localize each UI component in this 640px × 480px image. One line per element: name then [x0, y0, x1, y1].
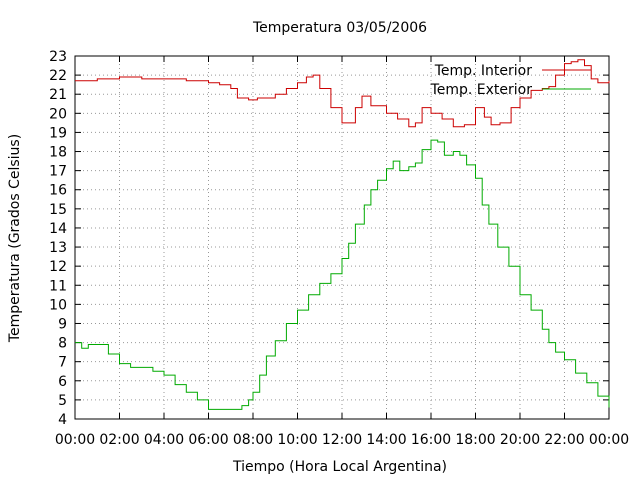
x-tick-label: 20:00 — [500, 432, 540, 448]
x-tick-label: 06:00 — [188, 432, 228, 448]
y-tick-label: 12 — [49, 259, 67, 275]
y-tick-label: 21 — [49, 87, 67, 103]
y-tick-label: 16 — [49, 183, 67, 199]
y-tick-label: 4 — [58, 412, 67, 428]
y-tick-label: 7 — [58, 355, 67, 371]
legend: Temp. Interior Temp. Exterior — [430, 63, 591, 98]
x-tick-label: 10:00 — [277, 432, 317, 448]
y-tick-label: 20 — [49, 106, 67, 122]
y-axis-label: Temperatura (Grados Celsius) — [7, 134, 23, 343]
x-tick-label: 14:00 — [366, 432, 406, 448]
y-tick-label: 18 — [49, 145, 67, 161]
y-tick-label: 10 — [49, 297, 67, 313]
x-tick-label: 16:00 — [411, 432, 451, 448]
x-axis-label: Tiempo (Hora Local Argentina) — [232, 459, 447, 475]
legend-label-interior: Temp. Interior — [434, 63, 533, 79]
y-tick-label: 17 — [49, 164, 67, 180]
series-layer — [75, 59, 610, 410]
y-tick-label: 11 — [49, 278, 67, 294]
y-tick-label: 9 — [58, 316, 67, 332]
series-line-interior — [75, 59, 610, 128]
y-tick-label: 23 — [49, 49, 67, 65]
x-tick-label: 08:00 — [233, 432, 273, 448]
x-tick-label: 12:00 — [322, 432, 362, 448]
x-tick-label: 22:00 — [544, 432, 584, 448]
legend-label-exterior: Temp. Exterior — [430, 82, 533, 98]
y-tick-label: 19 — [49, 125, 67, 141]
x-tick-label: 00:00 — [55, 432, 95, 448]
y-tick-label: 5 — [58, 393, 67, 409]
y-tick-label: 14 — [49, 221, 67, 237]
x-tick-label: 00:00 — [589, 432, 629, 448]
y-tick-label: 8 — [58, 336, 67, 352]
y-tick-label: 15 — [49, 202, 67, 218]
y-tick-label: 22 — [49, 68, 67, 84]
x-tick-label: 02:00 — [99, 432, 139, 448]
series-line-exterior — [75, 139, 610, 410]
y-tick-label: 6 — [58, 374, 67, 390]
x-tick-label: 18:00 — [455, 432, 495, 448]
chart-title: Temperatura 03/05/2006 — [252, 20, 427, 36]
y-tick-label: 13 — [49, 240, 67, 256]
x-tick-label: 04:00 — [144, 432, 184, 448]
